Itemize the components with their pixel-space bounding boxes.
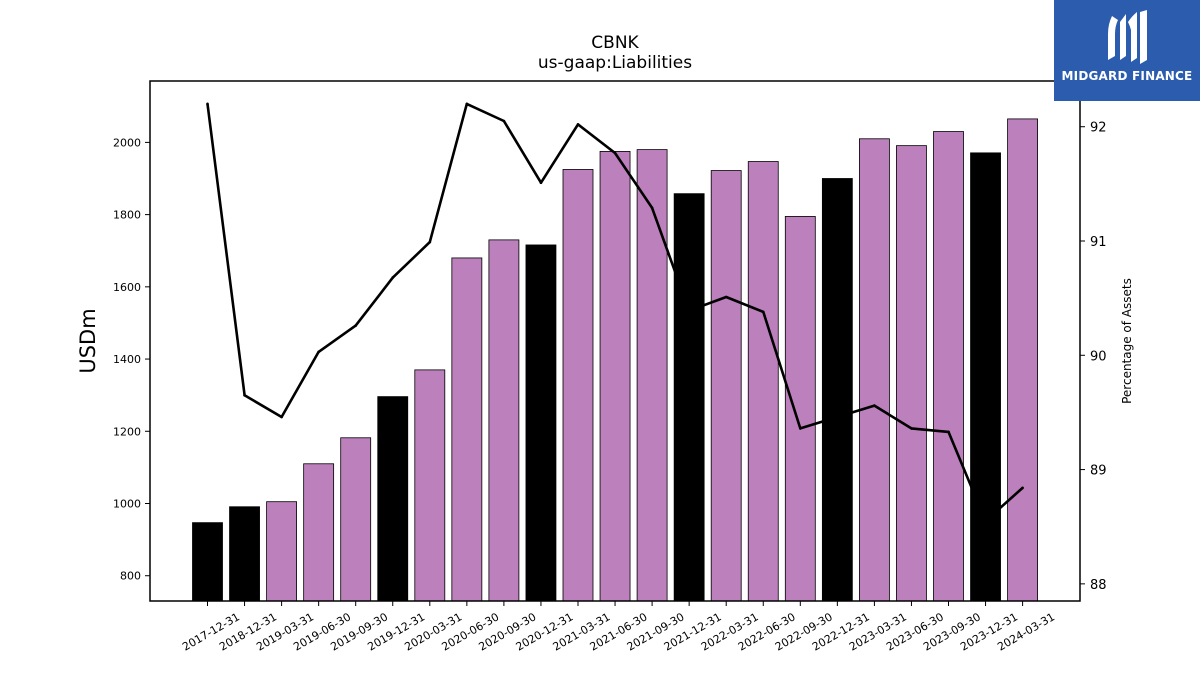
line-point-2021-09-30 (650, 206, 654, 210)
y2-tick-label: 92 (1090, 121, 1107, 136)
bar-2023-12-31 (970, 152, 1001, 602)
line-point-2020-03-31 (428, 240, 432, 244)
bar-2018-12-31 (229, 506, 260, 602)
line-point-2023-09-30 (947, 430, 950, 434)
bar-2020-12-31 (525, 244, 557, 602)
line-point-2021-12-31 (687, 309, 691, 313)
y-tick-label: 1200 (113, 425, 141, 438)
y2-tick-label: 88 (1090, 578, 1107, 593)
y2-tick-label: 90 (1090, 349, 1107, 364)
line-point-2024-03-31 (1021, 486, 1024, 490)
bar-2019-09-30 (340, 437, 372, 602)
y-axis-label: USDm (76, 308, 100, 373)
bar-2021-06-30 (599, 151, 631, 602)
bar-2020-03-31 (414, 369, 446, 602)
percentage-line-series (206, 102, 1024, 523)
line-point-2019-09-30 (354, 324, 358, 327)
line-point-2023-12-31 (984, 519, 987, 523)
bar-2022-09-30 (784, 216, 816, 602)
line-point-2018-12-31 (243, 393, 246, 397)
bar-2021-03-31 (562, 169, 594, 602)
bar-2019-12-31 (377, 396, 409, 602)
line-point-2023-06-30 (910, 427, 913, 430)
brand-logo: MIDGARD FINANCE (1054, 0, 1200, 101)
line-point-2019-12-31 (391, 276, 395, 279)
chart-title: CBNK (591, 33, 639, 53)
line-point-2019-03-31 (280, 415, 283, 419)
midgard-logo-icon (1108, 10, 1147, 64)
bar-2019-06-30 (303, 463, 335, 602)
y2-axis-label: Percentage of Assets (1120, 278, 1134, 404)
y-tick-label: 1800 (113, 209, 141, 222)
right-axis: 88 89 90 91 92 (1080, 121, 1107, 593)
line-point-2023-03-31 (873, 404, 876, 407)
left-axis: 800 1000 1200 1400 1600 1800 2000 (113, 136, 150, 583)
y-tick-label: 1000 (113, 498, 141, 511)
line-point-2022-03-31 (724, 295, 728, 299)
y2-tick-label: 91 (1090, 235, 1107, 250)
line-point-2020-12-31 (539, 181, 543, 185)
bar-2023-06-30 (896, 145, 927, 602)
bar-series (192, 118, 1038, 602)
y-tick-label: 800 (120, 570, 141, 583)
bar-2022-12-31 (821, 178, 853, 602)
bar-2024-03-31 (1007, 118, 1038, 602)
line-point-2021-03-31 (576, 123, 580, 126)
bar-2019-03-31 (266, 501, 298, 602)
line-point-2020-09-30 (502, 119, 506, 123)
line-point-2022-12-31 (836, 415, 839, 419)
y-tick-label: 1600 (113, 281, 141, 294)
bar-2022-06-30 (747, 161, 779, 602)
bar-2017-12-31 (192, 522, 223, 602)
y-tick-label: 1400 (113, 353, 141, 366)
brand-name: MIDGARD FINANCE (1061, 69, 1193, 83)
line-point-2020-06-30 (465, 102, 469, 106)
bar-2023-03-31 (859, 138, 890, 602)
x-axis: 2017-12-312018-12-312019-03-312019-06-30… (180, 601, 1057, 654)
line-point-2022-06-30 (761, 310, 765, 314)
bar-2022-03-31 (710, 170, 742, 602)
y-tick-label: 2000 (113, 136, 141, 149)
bar-2021-12-31 (673, 193, 705, 602)
bar-2023-09-30 (933, 131, 964, 602)
bar-2021-09-30 (636, 149, 668, 602)
line-point-2017-12-31 (206, 102, 209, 106)
line-point-2021-06-30 (613, 151, 617, 155)
line-point-2022-09-30 (799, 427, 802, 430)
bar-2020-09-30 (488, 239, 520, 602)
line-point-2019-06-30 (317, 350, 320, 354)
chart-subtitle: us-gaap:Liabilities (538, 53, 692, 73)
bar-2020-06-30 (451, 257, 483, 602)
y2-tick-label: 89 (1090, 464, 1107, 479)
